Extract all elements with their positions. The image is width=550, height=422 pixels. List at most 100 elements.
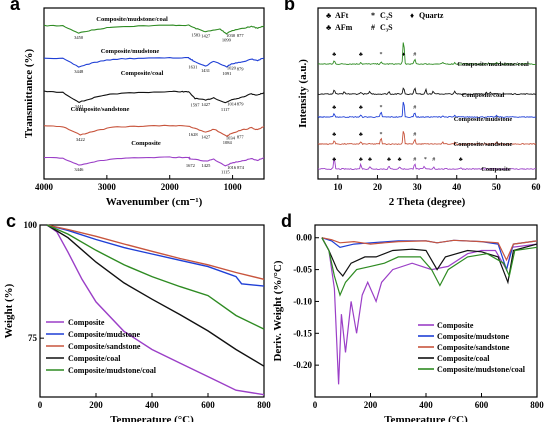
panel-c-xtick-label: 400 — [145, 400, 159, 410]
panel-a-xtick-label: 3000 — [98, 182, 117, 192]
xrd-phase-marker: ♣ — [332, 52, 336, 58]
xrd-phase-marker: # — [413, 105, 416, 111]
panel-b-xtick-label: 60 — [532, 182, 542, 192]
tg-line-composite-mudstone — [46, 224, 265, 287]
xrd-series-label: Composite/mudstone/coal — [457, 61, 529, 68]
panel-b-y-axis-title: Intensity (a.u.) — [297, 59, 309, 128]
xrd-line-composite-coal — [317, 87, 537, 96]
xrd-phase-marker: ♣ — [332, 132, 336, 138]
xrd-phase-marker: ♣ — [387, 157, 391, 163]
ftir-peak-label: 879 — [237, 102, 245, 107]
xrd-legend-symbol: * — [371, 11, 375, 20]
tg-line-composite-coal — [46, 224, 265, 367]
ftir-peak-label: 1016 — [227, 165, 237, 170]
panel-d-x-axis-title: Temperature (°C) — [384, 414, 468, 422]
xrd-series-label: Composite — [481, 166, 511, 173]
ftir-series-label: Composite/coal — [121, 70, 164, 77]
ftir-peak-label: 3422 — [76, 137, 85, 142]
dtg-legend-label: Composite/sandstone — [437, 343, 510, 352]
ftir-peak-label: 1425 — [201, 163, 211, 168]
panel-a-xtick-label: 1000 — [224, 182, 243, 192]
xrd-legend-label: Quartz — [419, 11, 444, 20]
ftir-peak-label: 1084 — [223, 140, 233, 145]
panel-d-letter: d — [281, 211, 292, 231]
xrd-legend-label: AFm — [335, 23, 353, 32]
ftir-peak-label: 1014 — [227, 102, 237, 107]
xrd-phase-marker: ♣ — [359, 105, 363, 111]
panel-d-ytick-label: 0.00 — [296, 233, 312, 243]
xrd-phase-marker: ♣ — [332, 157, 336, 163]
ftir-peak-label: 1117 — [221, 107, 230, 112]
panel-c-letter: c — [6, 211, 16, 231]
ftir-peak-label: 1597 — [191, 102, 201, 107]
tg-line-composite — [46, 224, 265, 396]
xrd-line-composite-mudstone — [317, 101, 537, 119]
panel-d-ytick-label: -0.10 — [293, 296, 312, 306]
ftir-peak-label: 874 — [237, 165, 245, 170]
panel-a-frame — [43, 7, 265, 180]
panel-c-y-axis-title: Weight (%) — [3, 283, 15, 338]
panel-c-ytick-label: 75 — [28, 333, 38, 343]
panel-d-xtick-label: 200 — [364, 400, 378, 410]
xrd-phase-marker: * — [424, 157, 427, 163]
tg-legend-label: Composite/coal — [68, 354, 121, 363]
xrd-legend-label: C₃S — [380, 23, 393, 32]
ftir-peak-label: 1091 — [222, 71, 231, 76]
xrd-phase-marker: ♣ — [368, 157, 372, 163]
panel-d-xtick-label: 0 — [313, 400, 318, 410]
ftir-line-composite-mudstone-coal — [43, 24, 265, 35]
ftir-peak-label: 1115 — [221, 170, 230, 175]
xrd-phase-marker: # — [432, 157, 435, 163]
dtg-line-composite-mudstone-coal — [321, 237, 538, 297]
panel-a: a 4000 3000 2000 1000 Wavenumber (cm⁻¹) Transm… — [10, 0, 265, 208]
dtg-legend-label: Composite/mudstone/coal — [437, 365, 526, 374]
xrd-phase-marker: ♣ — [332, 105, 336, 111]
panel-b-xtick-label: 40 — [452, 182, 462, 192]
panel-b-x-axis-title: 2 Theta (degree) — [389, 196, 466, 208]
ftir-peak-label: 1631 — [188, 64, 197, 69]
panel-c-xtick-label: 600 — [201, 400, 215, 410]
panel-d-xtick-label: 800 — [530, 400, 544, 410]
ftir-peak-label: 1020 — [227, 66, 237, 71]
panel-b: b 10 20 30 40 50 60 2 Theta (degree) Intensity (… — [284, 0, 541, 208]
ftir-peak-label: 1672 — [186, 163, 195, 168]
panel-d-xtick-label: 600 — [475, 400, 489, 410]
ftir-line-composite — [43, 156, 265, 167]
ftir-peak-label: 1427 — [201, 134, 211, 139]
xrd-legend-label: AFt — [335, 11, 349, 20]
panel-b-xtick-label: 30 — [413, 182, 423, 192]
ftir-peak-label: 877 — [237, 134, 245, 139]
ftir-peak-label: 879 — [237, 66, 245, 71]
panel-d-y-axis-title: Deriv. Weight (%/°C) — [272, 260, 284, 361]
xrd-phase-marker: ♣ — [459, 157, 463, 163]
panel-b-xtick-label: 10 — [333, 182, 343, 192]
xrd-legend-label: C₂S — [380, 11, 393, 20]
panel-c-x-axis-title: Temperature (°C) — [110, 414, 194, 422]
xrd-phase-marker: # — [413, 132, 416, 138]
ftir-peak-label: 1099 — [222, 38, 232, 43]
ftir-peak-label: 1030 — [226, 33, 236, 38]
dtg-legend-label: Composite/mudstone — [437, 332, 509, 341]
ftir-line-composite-coal — [43, 90, 265, 104]
tg-legend-label: Composite — [68, 318, 105, 327]
ftir-peak-label: 877 — [237, 33, 245, 38]
panel-b-xtick-label: 50 — [492, 182, 502, 192]
ftir-peak-label: 3448 — [74, 69, 84, 74]
panel-d: d 0 200 400 600 800 Temperature (°C) Deriv. Wei… — [272, 211, 544, 422]
ftir-peak-label: 1427 — [201, 102, 211, 107]
ftir-peak-label: 1034 — [226, 136, 236, 141]
ftir-peak-label: 1427 — [201, 34, 211, 39]
panel-c-ytick-label: 100 — [24, 220, 38, 230]
tg-line-composite-mudstone-coal — [46, 224, 265, 330]
tg-legend-label: Composite/mudstone — [68, 330, 140, 339]
xrd-phase-marker: ♣ — [359, 132, 363, 138]
xrd-line-composite — [317, 157, 536, 171]
xrd-phase-marker: # — [413, 157, 416, 163]
dtg-legend-label: Composite/coal — [437, 354, 490, 363]
xrd-legend-symbol: ♦ — [410, 11, 414, 20]
ftir-peak-label: 1431 — [201, 68, 210, 73]
dtg-legend-label: Composite — [437, 321, 474, 330]
ftir-peak-label: 1628 — [189, 132, 199, 137]
panel-c-xtick-label: 800 — [257, 400, 271, 410]
ftir-peak-label: 3446 — [74, 167, 84, 172]
